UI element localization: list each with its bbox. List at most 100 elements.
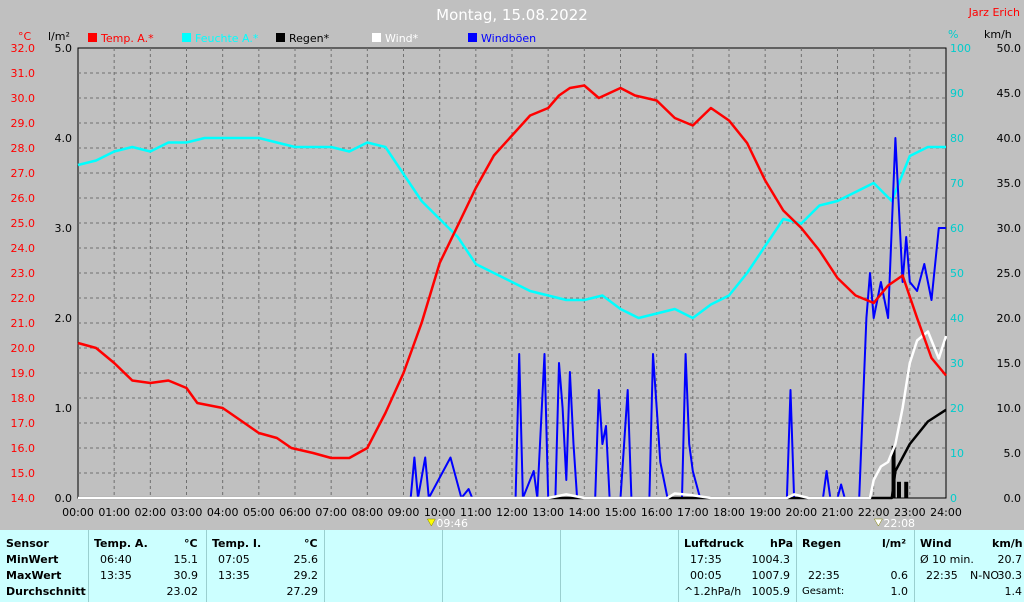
temp-i-max-time: 13:35 <box>218 569 250 582</box>
temp-a-max-value: 30.9 <box>173 569 199 582</box>
legend-label: Regen* <box>289 32 330 45</box>
time-tick-label: 03:00 <box>171 506 203 519</box>
temp-a-avg-value: 23.02 <box>166 585 199 598</box>
grid <box>78 48 946 498</box>
divider <box>560 530 561 602</box>
temp-tick-label: 29.0 <box>11 117 36 130</box>
temp-unit-label: °C <box>18 30 32 43</box>
legend-label: Feuchte A.* <box>195 32 259 45</box>
wind-avg10-value: 20.7 <box>997 553 1023 566</box>
temp-i-min-value: 25.6 <box>293 553 319 566</box>
row-label-min: MinWert <box>6 553 59 566</box>
hum-tick-label: 60 <box>950 222 964 235</box>
time-tick-label: 02:00 <box>134 506 166 519</box>
time-tick-label: 12:00 <box>496 506 528 519</box>
hum-tick-label: 50 <box>950 267 964 280</box>
pressure-unit: hPa <box>770 537 794 550</box>
wind-max-value: 30.3 <box>997 569 1023 582</box>
divider <box>324 530 325 602</box>
time-tick-label: 13:00 <box>532 506 564 519</box>
time-tick-label: 17:00 <box>677 506 709 519</box>
legend-label: Temp. A.* <box>100 32 154 45</box>
hum-tick-label: 90 <box>950 87 964 100</box>
legend-swatch <box>88 33 97 42</box>
rain-bar <box>904 481 909 498</box>
temp-tick-label: 28.0 <box>11 142 36 155</box>
rain-unit: l/m² <box>882 537 907 550</box>
legend-swatch <box>276 33 285 42</box>
wind-tick-label: 50.0 <box>997 42 1022 55</box>
event-markers: 09:46 22:08 <box>426 517 915 530</box>
time-tick-label: 04:00 <box>207 506 239 519</box>
temp-i-max-value: 29.2 <box>293 569 319 582</box>
rain-max-value: 0.6 <box>890 569 909 582</box>
pressure-trend: ^1.2hPa/h <box>684 585 742 598</box>
hum-tick-label: 80 <box>950 132 964 145</box>
legend: Temp. A.* Feuchte A.* Regen* Wind* Windböen <box>88 32 536 45</box>
temp-tick-label: 30.0 <box>11 92 36 105</box>
time-tick-label: 07:00 <box>315 506 347 519</box>
divider <box>88 530 89 602</box>
wind-tick-label: 45.0 <box>997 87 1022 100</box>
rain-bar <box>896 481 901 498</box>
hum-tick-label: 30 <box>950 357 964 370</box>
time-tick-label: 09:00 <box>388 506 420 519</box>
weather-chart: Montag, 15.08.2022 Jarz Erich °C l/m² % … <box>10 6 1022 530</box>
hum-tick-label: 10 <box>950 447 964 460</box>
wind-tick-label: 0.0 <box>1004 492 1022 505</box>
wind-tick-label: 15.0 <box>997 357 1022 370</box>
pressure-avg-value: 1005.9 <box>751 585 791 598</box>
temp-axis-ticks: 32.0 31.0 30.0 29.0 28.0 27.0 26.0 25.0 24.0 23.0… <box>11 42 36 505</box>
temp-tick-label: 20.0 <box>11 342 36 355</box>
temp-a-min-time: 06:40 <box>100 553 132 566</box>
divider <box>678 530 679 602</box>
hum-tick-label: 40 <box>950 312 964 325</box>
pressure-min-value: 1004.3 <box>751 553 791 566</box>
legend-swatch <box>182 33 191 42</box>
temp-tick-label: 16.0 <box>11 442 36 455</box>
hum-tick-label: 70 <box>950 177 964 190</box>
event-marker-label: 22:08 <box>883 517 915 530</box>
rain-tick-label: 0.0 <box>55 492 73 505</box>
event-marker-label: 09:46 <box>436 517 468 530</box>
divider <box>206 530 207 602</box>
divider <box>914 530 915 602</box>
time-tick-label: 08:00 <box>351 506 383 519</box>
author-label: Jarz Erich <box>968 6 1020 19</box>
time-tick-label: 16:00 <box>641 506 673 519</box>
temp-tick-label: 17.0 <box>11 417 36 430</box>
pressure-max-time: 00:05 <box>690 569 722 582</box>
time-tick-label: 19:00 <box>749 506 781 519</box>
time-tick-label: 21:00 <box>822 506 854 519</box>
rain-axis-ticks: 5.0 4.0 3.0 2.0 1.0 0.0 <box>55 42 73 505</box>
series-line-feuchtea <box>77 136 946 320</box>
rain-bar <box>891 445 896 498</box>
series-line-windben <box>78 137 946 499</box>
time-tick-label: 23:00 <box>894 506 926 519</box>
legend-label: Wind* <box>385 32 419 45</box>
wind-avg-value: 1.4 <box>1004 585 1023 598</box>
wind-max-direction: N-NO <box>970 569 1000 582</box>
temp-tick-label: 14.0 <box>11 492 36 505</box>
wind-tick-label: 40.0 <box>997 132 1022 145</box>
wind-avg10-label: Ø 10 min. <box>920 553 974 566</box>
wind-tick-label: 10.0 <box>997 402 1022 415</box>
time-axis-ticks: 00:00 01:00 02:00 03:00 04:00 05:00 06:00 07:00… <box>62 506 962 519</box>
hum-tick-label: 20 <box>950 402 964 415</box>
temp-tick-label: 22.0 <box>11 292 36 305</box>
temp-i-avg-value: 27.29 <box>286 585 319 598</box>
rain-tick-label: 1.0 <box>55 402 73 415</box>
temp-tick-label: 19.0 <box>11 367 36 380</box>
time-tick-label: 22:00 <box>858 506 890 519</box>
wind-tick-label: 20.0 <box>997 312 1022 325</box>
pressure-header: Luftdruck <box>684 537 744 550</box>
hum-tick-label: 100 <box>950 42 971 55</box>
time-tick-label: 05:00 <box>243 506 275 519</box>
time-tick-label: 24:00 <box>930 506 962 519</box>
rain-total-value: 1.0 <box>890 585 909 598</box>
temp-i-unit: °C <box>304 537 318 550</box>
temp-a-unit: °C <box>184 537 198 550</box>
sensor-header: Sensor <box>6 537 49 550</box>
rain-total-label: Gesamt: <box>802 586 845 597</box>
wind-unit: km/h <box>992 537 1023 550</box>
